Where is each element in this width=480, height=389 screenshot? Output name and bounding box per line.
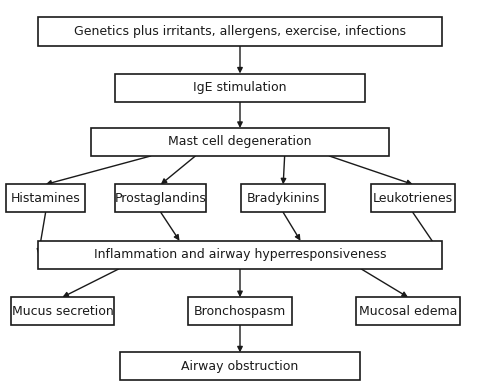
FancyBboxPatch shape bbox=[6, 184, 85, 212]
FancyBboxPatch shape bbox=[38, 241, 442, 269]
Text: Histamines: Histamines bbox=[11, 192, 81, 205]
FancyBboxPatch shape bbox=[91, 128, 389, 156]
FancyBboxPatch shape bbox=[115, 74, 365, 102]
FancyBboxPatch shape bbox=[371, 184, 455, 212]
Text: Airway obstruction: Airway obstruction bbox=[181, 360, 299, 373]
FancyBboxPatch shape bbox=[188, 297, 292, 325]
Text: Inflammation and airway hyperresponsiveness: Inflammation and airway hyperresponsiven… bbox=[94, 248, 386, 261]
Text: Genetics plus irritants, allergens, exercise, infections: Genetics plus irritants, allergens, exer… bbox=[74, 25, 406, 38]
Text: Mucus secretion: Mucus secretion bbox=[12, 305, 113, 318]
FancyBboxPatch shape bbox=[38, 16, 442, 46]
Text: Bradykinins: Bradykinins bbox=[247, 192, 320, 205]
Text: Leukotrienes: Leukotrienes bbox=[373, 192, 453, 205]
FancyBboxPatch shape bbox=[241, 184, 325, 212]
FancyBboxPatch shape bbox=[356, 297, 459, 325]
Text: Mucosal edema: Mucosal edema bbox=[359, 305, 457, 318]
FancyBboxPatch shape bbox=[115, 184, 206, 212]
Text: Bronchospasm: Bronchospasm bbox=[194, 305, 286, 318]
Text: IgE stimulation: IgE stimulation bbox=[193, 81, 287, 94]
FancyBboxPatch shape bbox=[120, 352, 360, 380]
Text: Mast cell degeneration: Mast cell degeneration bbox=[168, 135, 312, 149]
Text: Prostaglandins: Prostaglandins bbox=[115, 192, 207, 205]
FancyBboxPatch shape bbox=[11, 297, 114, 325]
